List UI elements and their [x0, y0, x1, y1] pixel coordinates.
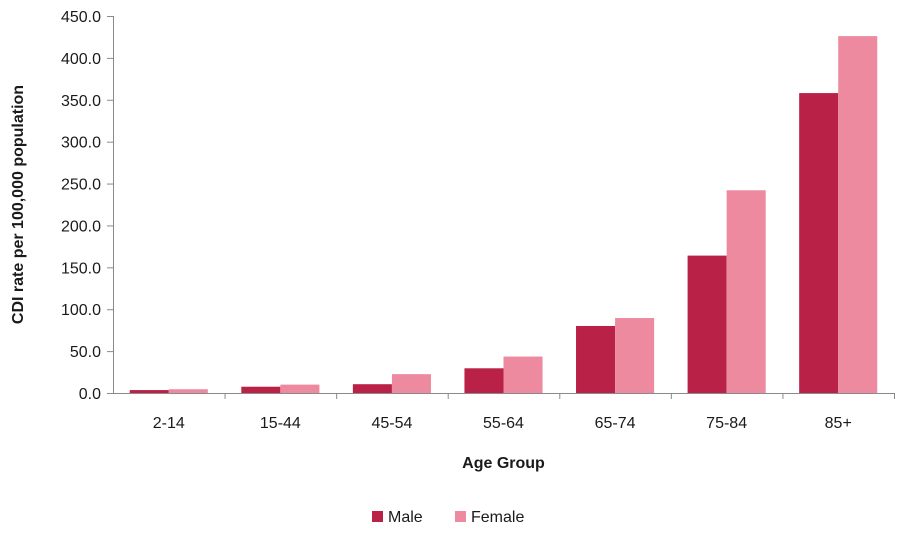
y-tick-label: 100.0: [61, 302, 101, 319]
bar-female-55-64: [503, 356, 543, 393]
y-tick-label: 400.0: [61, 51, 101, 68]
y-tick-label: 250.0: [61, 177, 101, 194]
y-axis-title: CDI rate per 100,000 population: [10, 85, 27, 324]
legend-label-male: Male: [388, 509, 423, 526]
legend: Male Female: [372, 509, 524, 526]
legend-label-female: Female: [471, 509, 524, 526]
bar-male-85+: [799, 93, 839, 393]
bar-female-15-44: [280, 384, 320, 393]
y-tick-label: 450.0: [61, 9, 101, 26]
x-tick-label: 85+: [825, 415, 852, 432]
x-tick-label: 45-54: [371, 415, 412, 432]
bar-female-75-84: [726, 190, 766, 393]
bar-male-65-74: [576, 325, 616, 393]
bar-male-15-44: [241, 386, 281, 393]
legend-swatch-male: [372, 511, 383, 522]
x-axis-title: Age Group: [462, 455, 545, 472]
y-tick-label: 150.0: [61, 260, 101, 277]
x-axis-ticks: 2-14 15-44 45-54 55-64 65-74 75-84 85+: [153, 393, 895, 432]
bar-female-85+: [838, 36, 878, 394]
bar-female-65-74: [615, 318, 655, 393]
bar-male-75-84: [687, 255, 727, 393]
y-tick-label: 50.0: [70, 344, 101, 361]
x-tick-label: 2-14: [153, 415, 185, 432]
bar-male-2-14: [129, 390, 169, 393]
bar-male-45-54: [352, 384, 392, 393]
x-tick-label: 55-64: [483, 415, 524, 432]
x-tick-label: 75-84: [706, 415, 747, 432]
y-tick-label: 300.0: [61, 135, 101, 152]
y-tick-label: 200.0: [61, 218, 101, 235]
x-tick-label: 15-44: [260, 415, 301, 432]
y-tick-label: 0.0: [79, 386, 101, 403]
bar-male-55-64: [464, 368, 504, 393]
legend-swatch-female: [455, 511, 466, 522]
y-axis-ticks: 0.0 50.0 100.0 150.0 200.0 250.0 300.0 350.0 400…: [61, 9, 113, 403]
bars: [129, 36, 878, 394]
bar-female-2-14: [168, 389, 208, 393]
bar-female-45-54: [391, 374, 431, 393]
y-tick-label: 350.0: [61, 93, 101, 110]
x-tick-label: 65-74: [595, 415, 636, 432]
